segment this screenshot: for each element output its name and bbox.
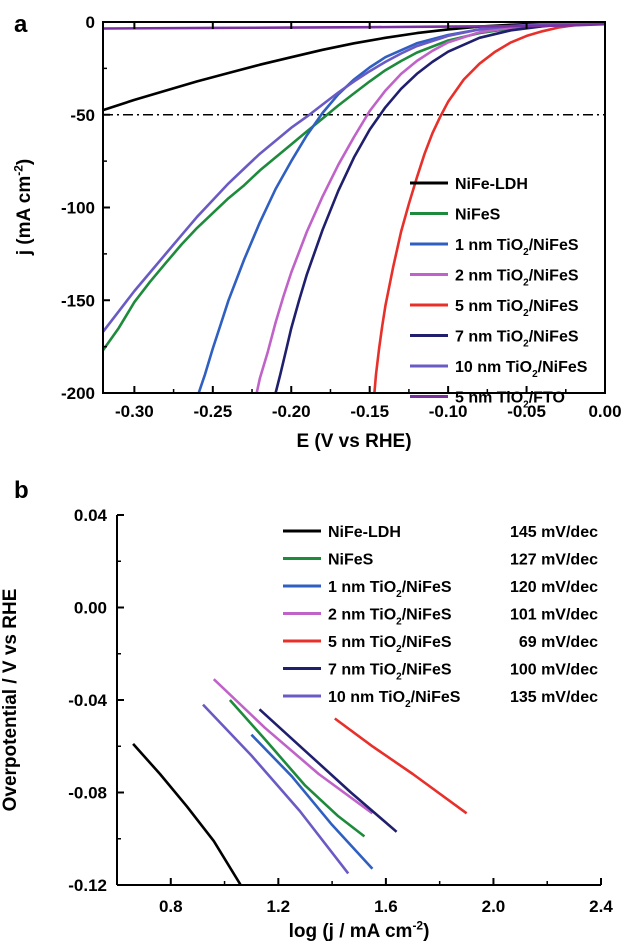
legend-label-b-part: NiFe-LDH — [328, 524, 401, 541]
legend-label-a-part: 2 nm TiO — [455, 268, 523, 285]
legend-label-a: 2 nm TiO2/NiFeS — [455, 268, 579, 289]
y-tick-label-b: -0.04 — [68, 691, 107, 710]
legend-label-a-part: /NiFeS — [529, 268, 579, 285]
series-line-b-6 — [203, 705, 348, 874]
x-axis-label-b-part: ) — [423, 921, 429, 942]
x-tick-label-a: -0.25 — [193, 402, 232, 421]
y-tick-label-a: -50 — [70, 106, 95, 125]
legend-slope-b: 69 mV/dec — [519, 634, 598, 651]
x-tick-label-a: -0.15 — [350, 402, 389, 421]
y-tick-label-b: 0.04 — [74, 506, 108, 525]
y-tick-label-a: -150 — [61, 291, 95, 310]
legend-label-a: 10 nm TiO2/NiFeS — [455, 359, 588, 380]
x-tick-label-b: 0.8 — [159, 897, 183, 916]
legend-label-b-part: /NiFeS — [411, 689, 461, 706]
y-tick-label-a: -200 — [61, 384, 95, 403]
series-line-b-5 — [260, 709, 397, 832]
panel-label-a: a — [14, 11, 28, 38]
legend-label-a-part: /NiFeS — [529, 329, 579, 346]
series-line-a-6 — [103, 23, 605, 332]
x-axis-label-a: E (V vs RHE) — [296, 431, 411, 452]
legend-label-a-part: NiFe-LDH — [455, 176, 528, 193]
x-tick-label-a: 0.00 — [588, 402, 621, 421]
series-line-b-2 — [251, 735, 372, 869]
x-tick-label-b: 2.0 — [482, 897, 506, 916]
y-tick-label-a: 0 — [86, 13, 95, 32]
x-axis-label-b-part: log (j / mA cm — [289, 921, 413, 942]
x-tick-label-b: 1.2 — [267, 897, 291, 916]
y-axis-label-b: Overpotential / V vs RHE — [0, 589, 21, 812]
legend-label-a-part: 7 nm TiO — [455, 329, 523, 346]
legend-label-b: 2 nm TiO2/NiFeS — [328, 607, 452, 628]
y-tick-label-a: -100 — [61, 199, 95, 218]
legend-label-b: 1 nm TiO2/NiFeS — [328, 579, 452, 600]
y-axis-label-a-part: j (mA cm — [14, 176, 35, 257]
legend-label-b-part: 10 nm TiO — [328, 689, 405, 706]
legend-label-a: 7 nm TiO2/NiFeS — [455, 329, 579, 350]
legend-label-b-part: /NiFeS — [402, 662, 452, 679]
legend-label-a: 1 nm TiO2/NiFeS — [455, 237, 579, 258]
x-tick-label-a: -0.30 — [115, 402, 154, 421]
legend-label-b-part: /NiFeS — [402, 607, 452, 624]
legend-label-a-part: /FTO — [529, 390, 565, 407]
legend-label-b: 7 nm TiO2/NiFeS — [328, 662, 452, 683]
legend-label-b-part: 1 nm TiO — [328, 579, 396, 596]
legend-label-a-part: /NiFeS — [538, 359, 588, 376]
y-axis-label-a: j (mA cm-2) — [11, 159, 35, 257]
legend-label-b: 10 nm TiO2/NiFeS — [328, 689, 461, 710]
legend-label-b-part: 2 nm TiO — [328, 607, 396, 624]
x-tick-label-a: -0.20 — [272, 402, 311, 421]
x-axis-label-b-part: -2 — [412, 918, 423, 932]
legend-slope-b: 145 mV/dec — [510, 524, 598, 541]
legend-slope-b: 120 mV/dec — [510, 579, 598, 596]
legend-slope-b: 127 mV/dec — [510, 552, 598, 569]
y-tick-label-b: 0.00 — [74, 599, 107, 618]
legend-label-a: NiFe-LDH — [455, 176, 528, 193]
legend-label-a-part: /NiFeS — [529, 298, 579, 315]
legend-label-a-part: 5 nm TiO — [455, 390, 523, 407]
x-tick-label-b: 1.6 — [374, 897, 398, 916]
legend-label-b: NiFe-LDH — [328, 524, 401, 541]
legend-label-a-part: 10 nm TiO — [455, 359, 532, 376]
legend-slope-b: 135 mV/dec — [510, 689, 598, 706]
legend-label-b-part: 5 nm TiO — [328, 634, 396, 651]
panel-label-b: b — [14, 477, 29, 504]
legend-label-a: 5 nm TiO2/NiFeS — [455, 298, 579, 319]
legend-label-a-part: 5 nm TiO — [455, 298, 523, 315]
legend-slope-b: 101 mV/dec — [510, 607, 598, 624]
legend-label-b: NiFeS — [328, 552, 374, 569]
legend-label-a-part: NiFeS — [455, 207, 501, 224]
series-line-b-0 — [133, 744, 241, 885]
legend-label-a-part: /NiFeS — [529, 237, 579, 254]
legend-label-b-part: 7 nm TiO — [328, 662, 396, 679]
legend-label-b: 5 nm TiO2/NiFeS — [328, 634, 452, 655]
y-axis-label-a-part: -2 — [11, 165, 25, 176]
legend-label-b-part: NiFeS — [328, 552, 374, 569]
legend-slope-b: 100 mV/dec — [510, 662, 598, 679]
x-axis-label-b: log (j / mA cm-2) — [289, 918, 430, 942]
x-tick-label-b: 2.4 — [589, 897, 613, 916]
legend-label-b-part: /NiFeS — [402, 579, 452, 596]
legend-label-a: NiFeS — [455, 207, 501, 224]
y-tick-label-b: -0.08 — [68, 784, 107, 803]
y-tick-label-b: -0.12 — [68, 876, 107, 895]
legend-label-a-part: 1 nm TiO — [455, 237, 523, 254]
series-line-b-1 — [230, 700, 365, 836]
y-axis-label-a-part: ) — [14, 159, 35, 165]
legend-label-b-part: /NiFeS — [402, 634, 452, 651]
